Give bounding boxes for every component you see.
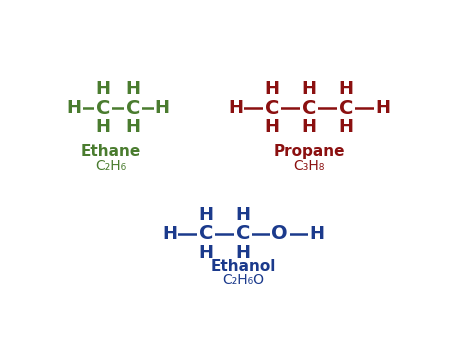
Text: H: H (66, 99, 82, 117)
Text: O: O (271, 224, 288, 244)
Text: H: H (309, 225, 324, 243)
Text: H: H (125, 118, 140, 136)
Text: H: H (96, 118, 111, 136)
Text: C: C (236, 224, 250, 244)
Text: H: H (265, 80, 280, 98)
Text: H: H (199, 244, 214, 262)
Text: H: H (125, 80, 140, 98)
Text: C: C (96, 99, 110, 118)
Text: H: H (301, 118, 317, 136)
Text: C₃H₈: C₃H₈ (293, 159, 325, 173)
Text: C: C (199, 224, 213, 244)
Text: C: C (302, 99, 316, 118)
Text: H: H (301, 80, 317, 98)
Text: H: H (236, 244, 250, 262)
Text: H: H (236, 206, 250, 224)
Text: C: C (338, 99, 353, 118)
Text: Ethane: Ethane (81, 144, 141, 159)
Text: H: H (338, 80, 353, 98)
Text: Ethanol: Ethanol (210, 259, 275, 274)
Text: C: C (126, 99, 140, 118)
Text: H: H (199, 206, 214, 224)
Text: H: H (155, 99, 170, 117)
Text: Propane: Propane (273, 144, 345, 159)
Text: H: H (338, 118, 353, 136)
Text: H: H (162, 225, 177, 243)
Text: H: H (265, 118, 280, 136)
Text: H: H (375, 99, 390, 117)
Text: C: C (265, 99, 280, 118)
Text: H: H (96, 80, 111, 98)
Text: H: H (228, 99, 243, 117)
Text: C₂H₆: C₂H₆ (95, 159, 126, 173)
Text: C₂H₆O: C₂H₆O (222, 273, 264, 288)
